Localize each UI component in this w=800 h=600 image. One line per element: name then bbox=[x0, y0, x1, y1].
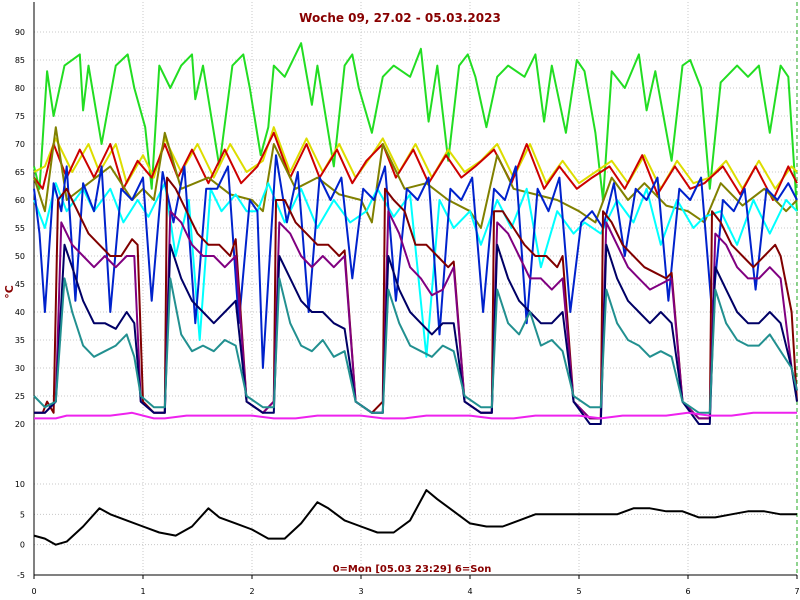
series-group bbox=[33, 42, 798, 546]
chart-footer: 0=Mon [05.03 23:29] 6=Son bbox=[333, 564, 492, 575]
series-line-6 bbox=[33, 154, 798, 369]
y-tick-label: 55 bbox=[15, 224, 25, 233]
x-tick-label: 1 bbox=[140, 587, 145, 596]
series-line-11 bbox=[34, 411, 797, 420]
chart-title: Woche 09, 27.02 - 05.03.2023 bbox=[299, 11, 501, 25]
y-tick-label: 25 bbox=[15, 392, 25, 401]
y-tick-label: 60 bbox=[15, 196, 25, 205]
series-line-3 bbox=[33, 131, 798, 201]
y-tick-label: 45 bbox=[15, 280, 25, 289]
x-tick-label: 3 bbox=[358, 587, 363, 596]
x-tick-label: 0 bbox=[31, 587, 36, 596]
y-tick-label: 40 bbox=[15, 308, 25, 317]
y-tick-label: 5 bbox=[20, 510, 25, 519]
y-tick-label: 20 bbox=[15, 420, 25, 429]
y-tick-label: 75 bbox=[15, 112, 25, 121]
y-tick-label: 30 bbox=[15, 364, 25, 373]
y-tick-label: 65 bbox=[15, 168, 25, 177]
y-tick-label: 85 bbox=[15, 56, 25, 65]
x-tick-label: 2 bbox=[249, 587, 254, 596]
series-line-10 bbox=[33, 277, 798, 414]
x-tick-label: 7 bbox=[794, 587, 799, 596]
series-line-5 bbox=[33, 182, 798, 358]
y-tick-label: 90 bbox=[15, 28, 25, 37]
series-line-12 bbox=[33, 489, 797, 546]
y-tick-label: 70 bbox=[15, 140, 25, 149]
y-tick-label: 10 bbox=[15, 480, 25, 489]
x-tick-label: 4 bbox=[467, 587, 472, 596]
y-tick-label: 0 bbox=[20, 541, 25, 550]
x-tick-label: 5 bbox=[576, 587, 581, 596]
series-line-9 bbox=[34, 243, 798, 425]
series-line-1 bbox=[33, 42, 798, 212]
y-tick-label: 50 bbox=[15, 252, 25, 261]
y-tick-label: -5 bbox=[17, 571, 25, 580]
x-tick-label: 6 bbox=[685, 587, 690, 596]
y-tick-label: 80 bbox=[15, 84, 25, 93]
y-axis-label: °C bbox=[3, 285, 16, 299]
y-tick-label: 35 bbox=[15, 336, 25, 345]
